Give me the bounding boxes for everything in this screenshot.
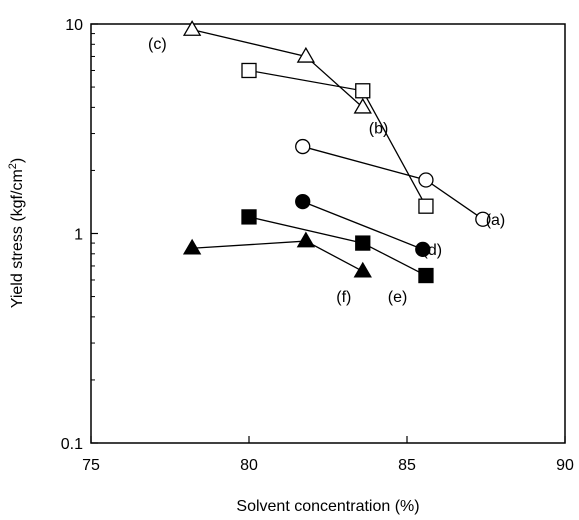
series-0 xyxy=(295,138,491,227)
x-axis: 75 80 85 90 xyxy=(82,436,574,474)
y-tick-label: 10 xyxy=(65,17,83,34)
data-point-triangle xyxy=(182,20,202,36)
series-line xyxy=(248,216,427,277)
plot-frame xyxy=(90,23,566,444)
y-tick-label: 1 xyxy=(74,227,83,244)
x-axis-title: Solvent concentration (%) xyxy=(236,498,419,515)
x-tick-label: 75 xyxy=(82,457,100,474)
series-layer xyxy=(182,20,491,284)
data-point-square xyxy=(418,198,434,214)
series-line xyxy=(302,145,484,220)
series-line xyxy=(191,28,364,108)
series-line xyxy=(302,200,424,250)
x-tick-label: 85 xyxy=(398,457,416,474)
data-point-triangle xyxy=(353,261,372,278)
series-5 xyxy=(182,231,372,278)
series-line xyxy=(192,240,364,272)
data-point-square xyxy=(241,209,257,225)
data-point-square xyxy=(418,267,434,284)
series-label: (f) xyxy=(336,289,351,306)
series-3 xyxy=(295,193,431,258)
series-line xyxy=(248,69,427,207)
annotation-layer: (a) (b) (c) (d) (e) (f) xyxy=(148,36,505,306)
series-label: (e) xyxy=(388,289,408,306)
y-axis-title-close: ) xyxy=(9,158,26,163)
series-1 xyxy=(241,62,434,214)
data-point-circle xyxy=(418,172,434,188)
x-tick-label: 80 xyxy=(240,457,258,474)
data-point-triangle xyxy=(353,97,372,114)
data-point-square xyxy=(355,83,371,99)
data-point-circle xyxy=(295,138,311,155)
data-point-square xyxy=(355,235,371,251)
series-label: (d) xyxy=(422,242,442,259)
series-label: (a) xyxy=(486,212,506,229)
y-axis-title-sup: 2 xyxy=(7,163,19,169)
series-label: (b) xyxy=(369,121,389,138)
data-point-triangle xyxy=(296,46,316,63)
data-point-circle xyxy=(475,211,491,227)
y-axis-title: Yield stress (kgf/cm2) xyxy=(7,158,26,308)
data-point-square xyxy=(241,62,257,79)
data-point-triangle xyxy=(182,238,202,255)
y-tick-label: 0.1 xyxy=(61,436,83,453)
series-4 xyxy=(241,209,434,284)
data-point-triangle xyxy=(296,231,316,248)
x-tick-label: 90 xyxy=(556,457,574,474)
y-axis: 0.1 1 10 xyxy=(61,17,98,453)
data-point-circle xyxy=(295,193,311,210)
series-2 xyxy=(182,20,372,114)
data-point-circle xyxy=(415,241,431,258)
series-label: (c) xyxy=(148,36,167,53)
y-axis-title-main: Yield stress (kgf/cm xyxy=(9,169,26,308)
